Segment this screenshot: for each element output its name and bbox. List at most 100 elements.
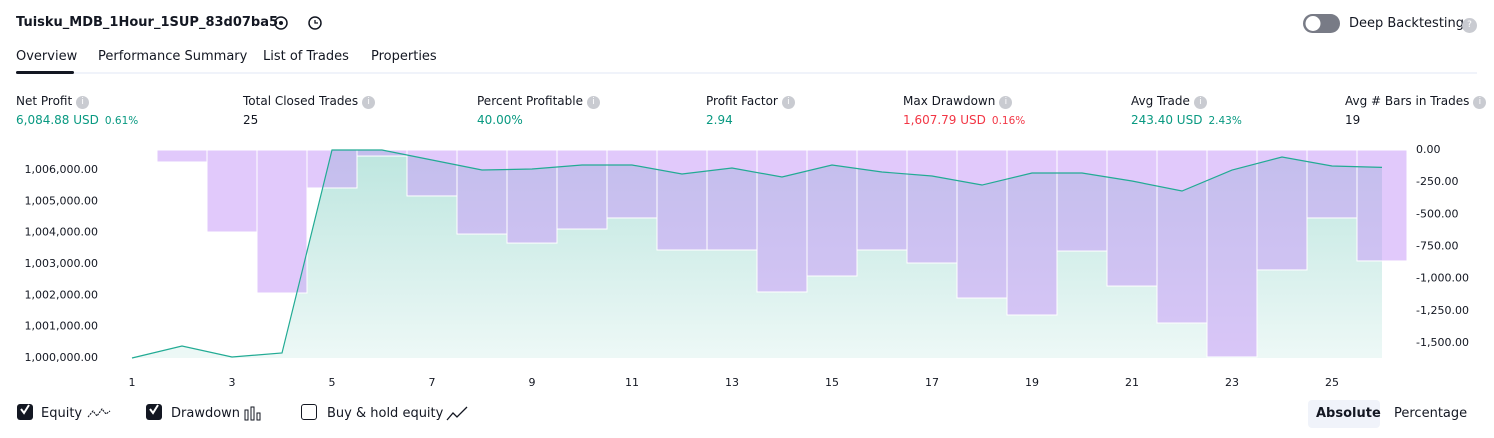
- toggle[interactable]: [1302, 13, 1342, 35]
- y-tick-label: 1,006,000.00: [25, 163, 98, 176]
- y-tick-label: 1,002,000.00: [25, 288, 98, 301]
- legend-label: Buy & hold equity: [327, 406, 444, 421]
- metric-label-text: Profit Factor: [706, 94, 778, 108]
- drawdown-bar: [706, 149, 758, 251]
- y2-tick-label: -1,000.00: [1416, 272, 1469, 285]
- metric-label-text: Max Drawdown: [903, 94, 996, 108]
- help-icon[interactable]: ?: [1462, 18, 1477, 33]
- metric-value-text: 6,084.88 USD: [16, 113, 99, 127]
- drawdown-bar: [556, 149, 608, 230]
- drawdown-bar: [256, 149, 308, 294]
- y2-tick-label: -1,250.00: [1416, 304, 1469, 317]
- metric-label: Profit Factor i: [706, 94, 795, 109]
- info-icon[interactable]: i: [1193, 96, 1207, 109]
- percentage-button[interactable]: Percentage: [1394, 406, 1468, 421]
- x-tick-label: 23: [1225, 376, 1239, 389]
- metric-value-text: 1,607.79 USD: [903, 113, 986, 127]
- metric-value: 243.40 USD 2.43%: [1131, 113, 1242, 127]
- y-tick-label: 1,000,000.00: [25, 351, 98, 364]
- drawdown-bar: [506, 149, 558, 244]
- metric-label: Percent Profitable i: [477, 94, 600, 109]
- drawdown-bar: [756, 149, 808, 293]
- metric-label-text: Avg Trade: [1131, 94, 1190, 108]
- y-tick-label: 1,003,000.00: [25, 257, 98, 270]
- drawdown-bar: [306, 149, 358, 189]
- strategy-title: Tuisku_MDB_1Hour_1SUP_83d07ba5: [16, 15, 279, 30]
- metric-label-text: Total Closed Trades: [243, 94, 359, 108]
- tab[interactable]: Properties: [371, 49, 437, 64]
- metric-label-text: Avg # Bars in Trades: [1345, 94, 1470, 108]
- y-tick-label: 1,001,000.00: [25, 320, 98, 333]
- x-tick-label: 19: [1025, 376, 1039, 389]
- metric-label: Max Drawdown i: [903, 94, 1013, 109]
- drawdown-bar: [156, 149, 208, 163]
- drawdown-bar: [1156, 149, 1208, 324]
- metric-value: 25: [243, 113, 258, 127]
- absolute-label: Absolute: [1316, 406, 1381, 421]
- info-icon[interactable]: i: [1473, 96, 1487, 109]
- metric-label: Avg Trade i: [1131, 94, 1207, 109]
- metric-value-text: 25: [243, 113, 259, 127]
- drawdown-bar: [656, 149, 708, 251]
- x-tick-label: 11: [625, 376, 639, 389]
- metric-label: Avg # Bars in Trades i: [1345, 94, 1487, 109]
- metric-percent: 0.16%: [991, 115, 1026, 127]
- drawdown-bar: [1006, 149, 1058, 316]
- buy-hold-checkbox[interactable]: [301, 404, 317, 420]
- metric-percent: 2.43%: [1208, 115, 1242, 127]
- drawdown-bar: [406, 149, 458, 197]
- info-icon[interactable]: i: [999, 96, 1013, 109]
- y2-tick-label: -750.00: [1416, 240, 1458, 253]
- drawdown-bar: [456, 149, 508, 235]
- legend-icons: [20, 404, 468, 421]
- info-icon[interactable]: i: [76, 96, 90, 109]
- y2-tick-label: -500.00: [1416, 207, 1458, 220]
- drawdown-bar: [856, 149, 908, 251]
- metric-value: 40.00%: [477, 113, 523, 127]
- tab[interactable]: Performance Summary: [98, 49, 248, 64]
- deep-backtesting-label: Deep Backtesting: [1349, 16, 1465, 31]
- x-tick-label: 1: [129, 376, 136, 389]
- x-tick-label: 25: [1325, 376, 1339, 389]
- drawdown-bar: [606, 149, 658, 219]
- x-tick-label: 15: [825, 376, 839, 389]
- x-tick-label: 9: [529, 376, 536, 389]
- metric-value: 6,084.88 USD 0.61%: [16, 113, 138, 127]
- y-tick-label: 1,005,000.00: [25, 194, 98, 207]
- info-icon[interactable]: i: [586, 96, 600, 109]
- drawdown-bar: [206, 149, 258, 233]
- legend-label: Equity: [41, 406, 83, 421]
- x-tick-label: 5: [329, 376, 336, 389]
- drawdown-bar: [806, 149, 858, 277]
- drawdown-bar: [1256, 149, 1308, 271]
- metric-value-text: 40.00%: [477, 113, 523, 127]
- metric-label-text: Percent Profitable: [477, 94, 583, 108]
- active-tab-underline: [16, 71, 74, 74]
- y2-tick-label: -250.00: [1416, 175, 1458, 188]
- tab-divider: [16, 72, 1477, 74]
- drawdown-bar: [1356, 149, 1408, 262]
- metric-label-text: Net Profit: [16, 94, 73, 108]
- y-tick-label: 1,004,000.00: [25, 226, 98, 239]
- title-icons[interactable]: [272, 14, 332, 34]
- x-tick-label: 7: [429, 376, 436, 389]
- metric-value: 19: [1345, 113, 1360, 127]
- x-tick-label: 21: [1125, 376, 1139, 389]
- metric-value-text: 19: [1345, 113, 1361, 127]
- absolute-button[interactable]: [1308, 400, 1380, 428]
- drawdown-bar: [1056, 149, 1108, 252]
- equity-line: [131, 149, 1383, 359]
- tab[interactable]: List of Trades: [263, 49, 349, 64]
- y2-tick-label: 0.00: [1416, 143, 1441, 156]
- tab[interactable]: Overview: [16, 49, 78, 64]
- metric-value-text: 2.94: [706, 113, 733, 127]
- metric-value-text: 243.40 USD: [1131, 113, 1203, 127]
- legend-label: Drawdown: [171, 406, 241, 421]
- drawdown-bar: [1206, 149, 1258, 358]
- info-icon[interactable]: i: [781, 96, 795, 109]
- metric-label: Net Profit i: [16, 94, 90, 109]
- metric-label: Total Closed Trades i: [243, 94, 376, 109]
- info-icon[interactable]: i: [362, 96, 376, 109]
- drawdown-bar: [1106, 149, 1158, 287]
